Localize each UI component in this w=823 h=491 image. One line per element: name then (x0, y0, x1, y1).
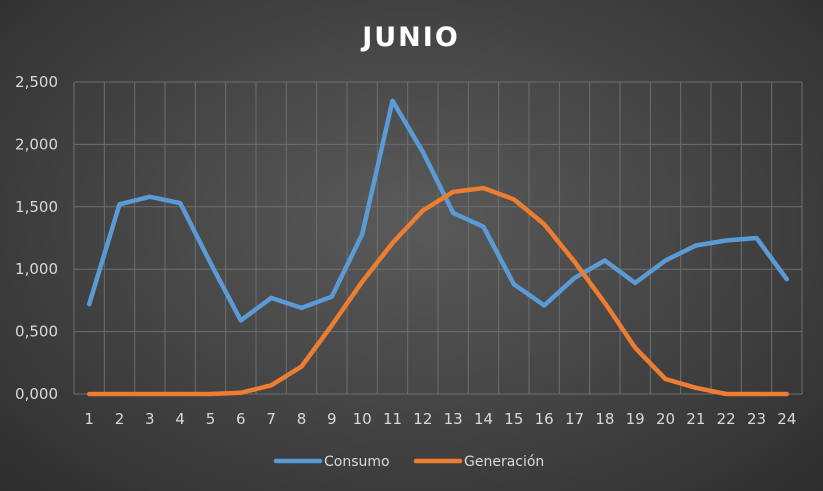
x-tick-label: 21 (686, 410, 705, 428)
series-lines (86, 98, 790, 397)
y-tick-label: 0,000 (15, 385, 58, 403)
series-line-generación (86, 185, 790, 397)
x-tick-label: 17 (565, 410, 584, 428)
y-axis-ticks: 0,000 0,500 1,000 1,500 2,000 2,500 (15, 73, 58, 403)
x-tick-label: 23 (747, 410, 766, 428)
x-tick-label: 20 (656, 410, 675, 428)
x-tick-label: 10 (353, 410, 372, 428)
x-tick-label: 11 (383, 410, 402, 428)
y-tick-label: 1,000 (15, 260, 58, 278)
series-line-consumo (86, 98, 790, 323)
x-tick-label: 13 (444, 410, 463, 428)
x-tick-label: 6 (236, 410, 246, 428)
x-tick-label: 7 (266, 410, 276, 428)
x-tick-label: 2 (115, 410, 125, 428)
x-tick-label: 19 (626, 410, 645, 428)
x-tick-label: 3 (145, 410, 155, 428)
legend: Consumo Generación (273, 454, 544, 470)
y-tick-label: 2,000 (15, 135, 58, 153)
x-tick-label: 9 (327, 410, 337, 428)
y-tick-label: 2,500 (15, 73, 58, 91)
legend-label: Consumo (324, 454, 390, 470)
x-tick-label: 18 (595, 410, 614, 428)
x-tick-label: 4 (175, 410, 185, 428)
x-tick-label: 16 (535, 410, 554, 428)
legend-label: Generación (464, 454, 544, 470)
x-tick-label: 24 (777, 410, 796, 428)
x-tick-label: 8 (297, 410, 307, 428)
chart-title: JUNIO (360, 22, 460, 53)
x-tick-label: 14 (474, 410, 493, 428)
y-tick-label: 0,500 (15, 323, 58, 341)
x-tick-label: 5 (206, 410, 216, 428)
x-tick-label: 22 (717, 410, 736, 428)
grid-lines (73, 81, 803, 395)
x-tick-label: 12 (413, 410, 432, 428)
x-tick-label: 1 (84, 410, 94, 428)
x-tick-label: 15 (504, 410, 523, 428)
y-tick-label: 1,500 (15, 198, 58, 216)
x-axis-ticks: 1 2 3 4 5 6 7 8 9 10 11 12 13 14 15 16 17 18 19 20 21 22 23 24 (84, 410, 796, 428)
